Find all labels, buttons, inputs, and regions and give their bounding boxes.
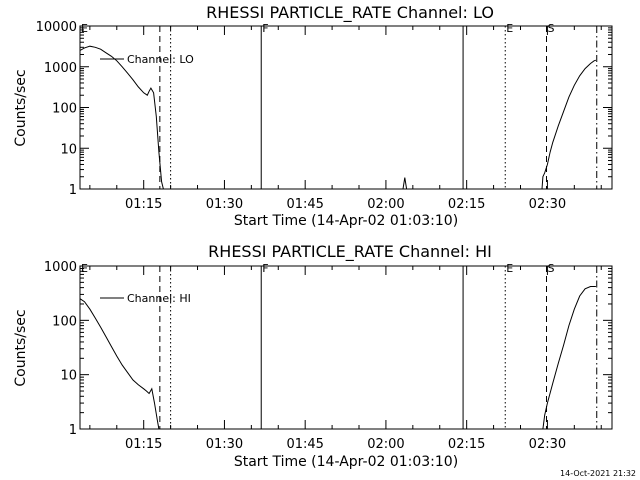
y-tick-label: 1000 xyxy=(44,61,77,76)
time-marker-label: F xyxy=(262,22,268,35)
y-ticks-lo: 1 10 100 1000 10000 xyxy=(36,20,612,198)
y-ticks-hi: 1 10 100 1000 xyxy=(44,260,612,438)
timestamp: 14-Oct-2021 21:32 xyxy=(560,469,636,478)
x-tick-label: 01:15 xyxy=(125,437,162,452)
series-line-lo xyxy=(79,45,164,190)
series-line-lo xyxy=(402,177,408,190)
chart-title-hi: RHESSI PARTICLE_RATE Channel: HI xyxy=(208,242,492,262)
x-tick-label: 01:15 xyxy=(125,197,162,212)
series-line-hi xyxy=(79,298,160,430)
y-tick-label: 10000 xyxy=(36,20,77,35)
y-axis-label-lo: Counts/sec xyxy=(13,69,29,146)
series-lo xyxy=(79,45,597,190)
series-line-hi xyxy=(542,286,596,430)
x-axis-label-hi: Start Time (14-Apr-02 01:03:10) xyxy=(234,454,458,470)
x-tick-label: 02:00 xyxy=(367,197,404,212)
panel-lo: RHESSI PARTICLE_RATE Channel: LO Counts/… xyxy=(13,3,613,229)
time-marker-label: E xyxy=(506,262,513,275)
chart-title-lo: RHESSI PARTICLE_RATE Channel: LO xyxy=(206,3,494,23)
time-marker-label: F xyxy=(262,262,268,275)
time-marker-label: E xyxy=(506,22,513,35)
series-hi xyxy=(79,286,596,430)
x-ticks-lo: 01:15 01:30 01:45 02:00 02:15 02:30 xyxy=(89,26,602,212)
time-marker-label: E xyxy=(81,262,88,275)
x-tick-label: 01:30 xyxy=(206,437,243,452)
x-tick-label: 02:15 xyxy=(448,197,485,212)
y-tick-label: 10 xyxy=(60,369,77,384)
time-marker-label: E xyxy=(81,22,88,35)
time-marker-label: S xyxy=(548,262,555,275)
legend-label-hi: Channel: HI xyxy=(127,292,191,305)
y-tick-label: 100 xyxy=(52,314,77,329)
x-axis-label-lo: Start Time (14-Apr-02 01:03:10) xyxy=(234,213,458,229)
y-tick-label: 1 xyxy=(69,183,77,198)
x-tick-label: 01:45 xyxy=(286,437,323,452)
y-tick-label: 100 xyxy=(52,102,77,117)
x-tick-label: 02:30 xyxy=(529,197,566,212)
x-ticks-hi: 01:15 01:30 01:45 02:00 02:15 02:30 xyxy=(89,266,602,452)
y-axis-label-hi: Counts/sec xyxy=(13,309,29,386)
x-tick-label: 02:00 xyxy=(367,437,404,452)
y-tick-label: 10 xyxy=(60,142,77,157)
x-tick-label: 02:30 xyxy=(529,437,566,452)
series-line-lo xyxy=(541,59,597,190)
x-tick-label: 01:30 xyxy=(206,197,243,212)
y-tick-label: 1000 xyxy=(44,260,77,275)
x-tick-label: 01:45 xyxy=(286,197,323,212)
panel-hi: RHESSI PARTICLE_RATE Channel: HI Counts/… xyxy=(13,242,613,470)
x-tick-label: 02:15 xyxy=(448,437,485,452)
y-tick-label: 1 xyxy=(69,423,77,438)
time-marker-label: S xyxy=(548,22,555,35)
legend-label-lo: Channel: LO xyxy=(127,53,194,66)
